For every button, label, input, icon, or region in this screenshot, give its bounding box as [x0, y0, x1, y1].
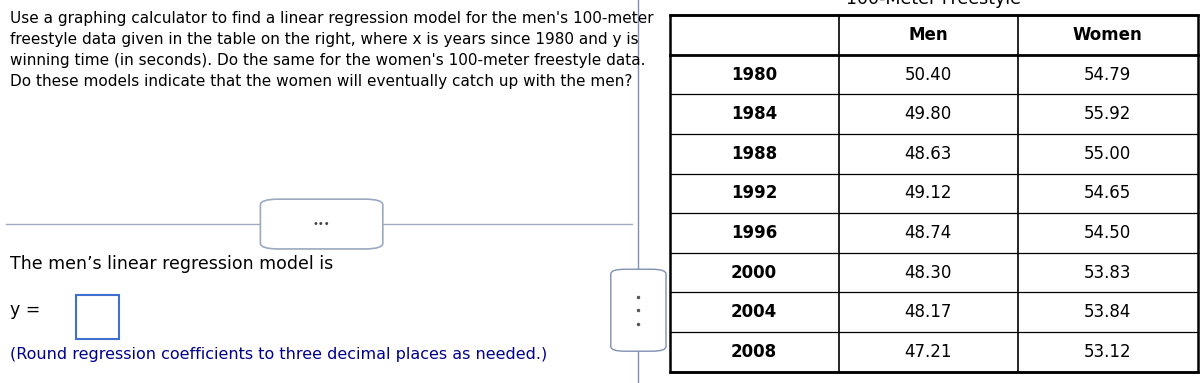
Text: 53.83: 53.83: [1084, 264, 1132, 282]
Text: 53.84: 53.84: [1084, 303, 1132, 321]
Text: 55.92: 55.92: [1084, 105, 1132, 123]
Text: 100-Meter Freestyle: 100-Meter Freestyle: [846, 0, 1021, 8]
Text: 1988: 1988: [731, 145, 778, 163]
Text: 48.63: 48.63: [905, 145, 952, 163]
Text: The men’s linear regression model is: The men’s linear regression model is: [10, 255, 332, 273]
Text: Women: Women: [1073, 26, 1142, 44]
Text: 1984: 1984: [731, 105, 778, 123]
Text: 48.74: 48.74: [905, 224, 952, 242]
FancyBboxPatch shape: [611, 269, 666, 351]
Text: Men: Men: [908, 26, 948, 44]
Text: 48.30: 48.30: [905, 264, 952, 282]
Text: 55.00: 55.00: [1085, 145, 1132, 163]
Text: 1992: 1992: [731, 185, 778, 202]
FancyBboxPatch shape: [260, 199, 383, 249]
Text: 47.21: 47.21: [905, 343, 952, 361]
Text: 54.79: 54.79: [1085, 66, 1132, 83]
Text: y =: y =: [10, 301, 40, 319]
Text: 49.80: 49.80: [905, 105, 952, 123]
Text: 2008: 2008: [731, 343, 778, 361]
Text: 50.40: 50.40: [905, 66, 952, 83]
Text: 1996: 1996: [731, 224, 778, 242]
Text: 49.12: 49.12: [905, 185, 952, 202]
Text: (Round regression coefficients to three decimal places as needed.): (Round regression coefficients to three …: [10, 347, 547, 362]
Text: 54.50: 54.50: [1085, 224, 1132, 242]
Bar: [670, 15, 1198, 372]
Text: 2004: 2004: [731, 303, 778, 321]
Text: Use a graphing calculator to find a linear regression model for the men's 100-me: Use a graphing calculator to find a line…: [10, 11, 653, 90]
Text: 2000: 2000: [731, 264, 778, 282]
Text: 1980: 1980: [731, 66, 778, 83]
Text: 54.65: 54.65: [1085, 185, 1132, 202]
Text: •••: •••: [313, 219, 330, 229]
Text: 53.12: 53.12: [1084, 343, 1132, 361]
Text: 48.17: 48.17: [905, 303, 952, 321]
FancyBboxPatch shape: [76, 295, 119, 339]
